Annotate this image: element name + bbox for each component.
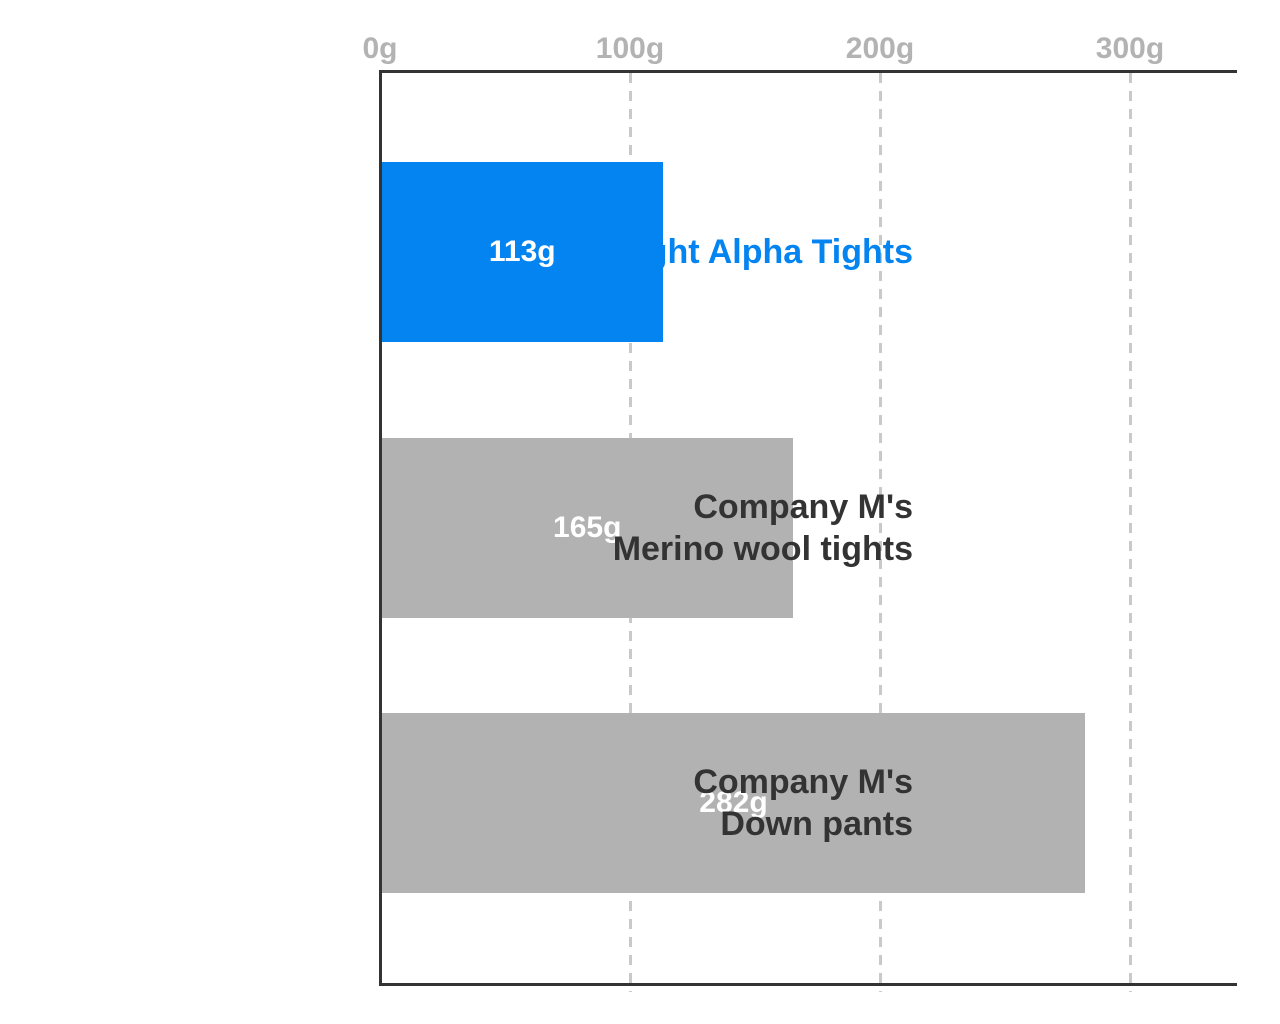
dashed-gridline	[878, 73, 882, 992]
category-label: Company M's Merino wool tights	[612, 488, 913, 568]
plot-bottom-border	[379, 983, 1237, 986]
bar: 165g	[382, 438, 793, 618]
x-tick-label: 100g	[595, 32, 665, 65]
bar-value-label: 113g	[488, 235, 556, 268]
bar-value-label: 282g	[699, 786, 768, 819]
plot-top-border	[379, 70, 1237, 73]
x-tick-label: 300g	[1095, 32, 1165, 65]
bar-highlighted: 113g	[382, 162, 663, 342]
bar-value-label: 165g	[553, 511, 622, 544]
y-axis-line	[379, 70, 382, 986]
category-label: Light Alpha Tights	[616, 233, 913, 271]
x-tick-label: 200g	[845, 32, 915, 65]
x-tick-label: 0g	[362, 32, 398, 65]
bar: 282g	[382, 713, 1085, 893]
dashed-gridline	[1128, 73, 1132, 992]
category-label: Company M's Down pants	[693, 763, 913, 843]
